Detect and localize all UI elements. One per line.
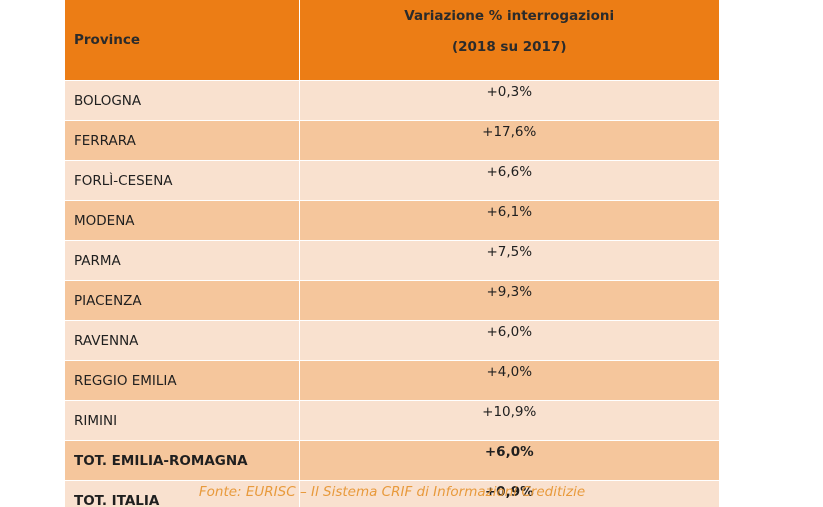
- province-cell: BOLOGNA: [65, 80, 300, 121]
- variation-cell: +9,3%: [299, 280, 719, 321]
- variation-cell: +0,3%: [299, 80, 719, 121]
- variation-cell: +10,9%: [299, 400, 719, 441]
- variation-cell: +6,6%: [299, 160, 719, 201]
- table-row: RIMINI +10,9%: [65, 400, 719, 441]
- variation-cell: +6,1%: [299, 200, 719, 241]
- table-row: FORLÌ-CESENA +6,6%: [65, 160, 719, 201]
- variation-cell: +6,0%: [299, 320, 719, 361]
- inquiry-variation-table-container: Province Variazione % interrogazioni (20…: [65, 0, 719, 507]
- province-cell: RIMINI: [65, 400, 300, 441]
- variation-cell: +6,0%: [299, 440, 719, 481]
- variation-header-title: Variazione % interrogazioni: [404, 8, 615, 24]
- province-cell: PARMA: [65, 240, 300, 281]
- total-row-italy: TOT. ITALIA +0,9%: [65, 480, 719, 507]
- inquiry-variation-table: Province Variazione % interrogazioni (20…: [65, 0, 719, 507]
- variation-cell: +7,5%: [299, 240, 719, 281]
- province-cell: FORLÌ-CESENA: [65, 160, 300, 201]
- header-row: Province Variazione % interrogazioni (20…: [65, 0, 719, 81]
- province-cell: FERRARA: [65, 120, 300, 161]
- variation-column-header: Variazione % interrogazioni (2018 su 201…: [299, 0, 719, 81]
- province-cell: TOT. ITALIA: [65, 480, 300, 507]
- table-row: REGGIO EMILIA +4,0%: [65, 360, 719, 401]
- table-header: Province Variazione % interrogazioni (20…: [65, 0, 719, 81]
- variation-cell: +0,9%: [299, 480, 719, 507]
- province-cell: PIACENZA: [65, 280, 300, 321]
- table-row: PIACENZA +9,3%: [65, 280, 719, 321]
- table-row: RAVENNA +6,0%: [65, 320, 719, 361]
- table-row: MODENA +6,1%: [65, 200, 719, 241]
- province-cell: RAVENNA: [65, 320, 300, 361]
- variation-header-period: (2018 su 2017): [451, 39, 567, 55]
- province-cell: REGGIO EMILIA: [65, 360, 300, 401]
- table-row: FERRARA +17,6%: [65, 120, 719, 161]
- province-cell: TOT. EMILIA-ROMAGNA: [65, 440, 300, 481]
- total-row-region: TOT. EMILIA-ROMAGNA +6,0%: [65, 440, 719, 481]
- table-row: BOLOGNA +0,3%: [65, 80, 719, 121]
- source-footnote: Fonte: EURISC – Il Sistema CRIF di Infor…: [198, 484, 586, 500]
- table-row: PARMA +7,5%: [65, 240, 719, 281]
- variation-cell: +4,0%: [299, 360, 719, 401]
- variation-cell: +17,6%: [299, 120, 719, 161]
- province-cell: MODENA: [65, 200, 300, 241]
- province-column-header: Province: [65, 0, 300, 81]
- table-body: BOLOGNA +0,3% FERRARA +17,6% FORLÌ-CESEN…: [65, 80, 719, 507]
